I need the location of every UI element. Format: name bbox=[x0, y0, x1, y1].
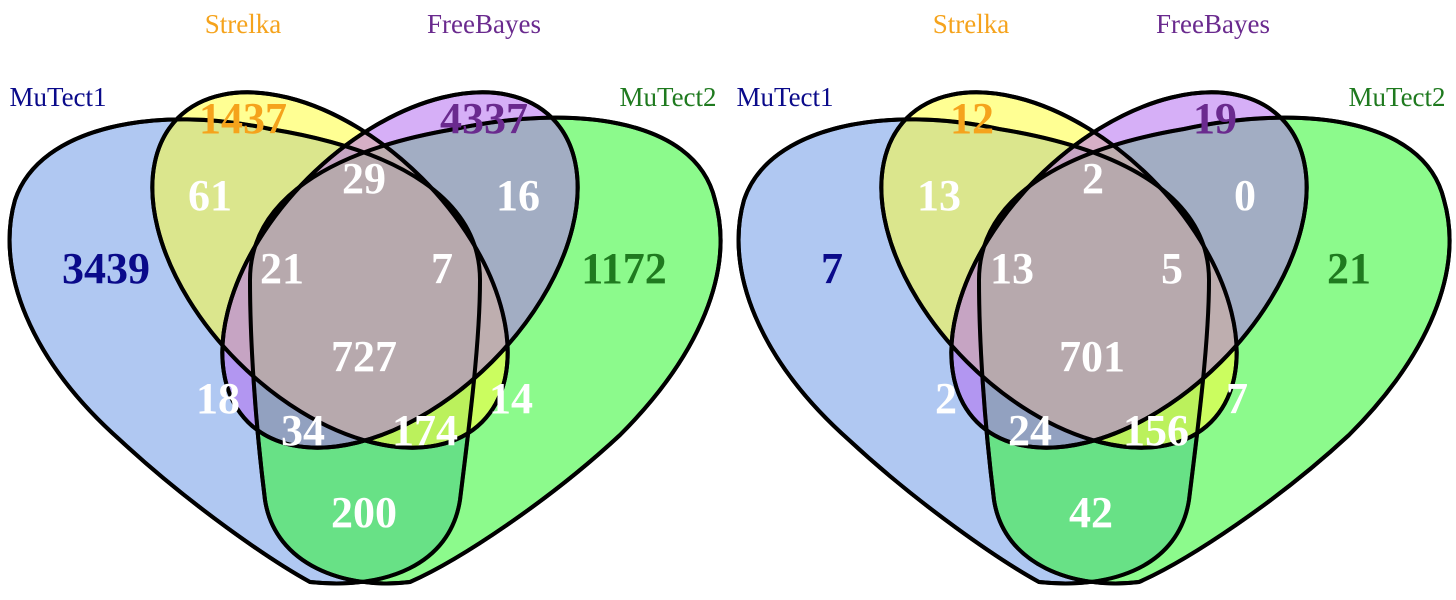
set-label-freebayes: FreeBayes bbox=[427, 9, 541, 39]
count-mutect1-strelka-mutect2: 174 bbox=[392, 406, 458, 455]
outline-freebayes bbox=[220, 90, 580, 450]
count-mutect1-strelka-freebayes: 21 bbox=[260, 244, 304, 293]
count-strelka-freebayes: 2 bbox=[1082, 154, 1104, 203]
count-strelka-mutect2: 14 bbox=[489, 374, 533, 423]
set-label-mutect1: MuTect1 bbox=[736, 82, 833, 112]
count-mutect1-strelka: 13 bbox=[917, 171, 961, 220]
count-mutect1-only: 3439 bbox=[62, 244, 150, 293]
venn-diagram-right: MuTect1 Strelka FreeBayes MuTect2 7 12 1… bbox=[736, 9, 1452, 586]
count-strelka-only: 1437 bbox=[199, 94, 287, 143]
count-mutect1-freebayes: 18 bbox=[196, 374, 240, 423]
count-strelka-mutect2: 7 bbox=[1226, 374, 1248, 423]
count-mutect1-strelka-freebayes: 13 bbox=[990, 244, 1034, 293]
set-label-mutect1: MuTect1 bbox=[9, 82, 106, 112]
count-mutect1-strelka-mutect2: 156 bbox=[1123, 406, 1189, 455]
count-mutect1-freebayes-mutect2: 34 bbox=[281, 406, 325, 455]
outline-mutect1 bbox=[736, 117, 1212, 586]
count-strelka-only: 12 bbox=[950, 94, 994, 143]
outline-mutect2 bbox=[247, 115, 723, 586]
outline-group-right bbox=[736, 90, 1452, 586]
count-mutect1-only: 7 bbox=[821, 244, 843, 293]
outline-group-left bbox=[7, 90, 723, 586]
outline-freebayes bbox=[949, 90, 1309, 450]
count-mutect1-freebayes-mutect2: 24 bbox=[1008, 406, 1052, 455]
set-label-strelka: Strelka bbox=[205, 9, 281, 39]
count-freebayes-mutect2: 0 bbox=[1234, 171, 1256, 220]
count-all-four: 727 bbox=[331, 332, 397, 381]
count-mutect1-mutect2: 200 bbox=[331, 488, 397, 537]
count-freebayes-mutect2: 16 bbox=[496, 171, 540, 220]
set-label-freebayes: FreeBayes bbox=[1156, 9, 1270, 39]
count-all-four: 701 bbox=[1059, 332, 1125, 381]
set-label-strelka: Strelka bbox=[933, 9, 1009, 39]
count-strelka-freebayes-mutect2: 7 bbox=[431, 244, 453, 293]
outline-strelka bbox=[150, 90, 510, 450]
count-freebayes-only: 19 bbox=[1193, 94, 1237, 143]
count-strelka-freebayes: 29 bbox=[342, 154, 386, 203]
set-label-mutect2: MuTect2 bbox=[619, 82, 716, 112]
set-label-mutect2: MuTect2 bbox=[1348, 82, 1445, 112]
count-freebayes-only: 4337 bbox=[440, 94, 528, 143]
count-mutect2-only: 21 bbox=[1327, 244, 1371, 293]
count-mutect2-only: 1172 bbox=[581, 244, 667, 293]
count-strelka-freebayes-mutect2: 5 bbox=[1161, 244, 1183, 293]
count-mutect1-strelka: 61 bbox=[188, 171, 232, 220]
outline-strelka bbox=[879, 90, 1239, 450]
outline-mutect1 bbox=[7, 117, 483, 586]
count-mutect1-freebayes: 2 bbox=[935, 374, 957, 423]
venn-diagram-left: MuTect1 Strelka FreeBayes MuTect2 3439 1… bbox=[7, 9, 723, 586]
outline-mutect2 bbox=[976, 115, 1452, 586]
count-mutect1-mutect2: 42 bbox=[1069, 488, 1113, 537]
